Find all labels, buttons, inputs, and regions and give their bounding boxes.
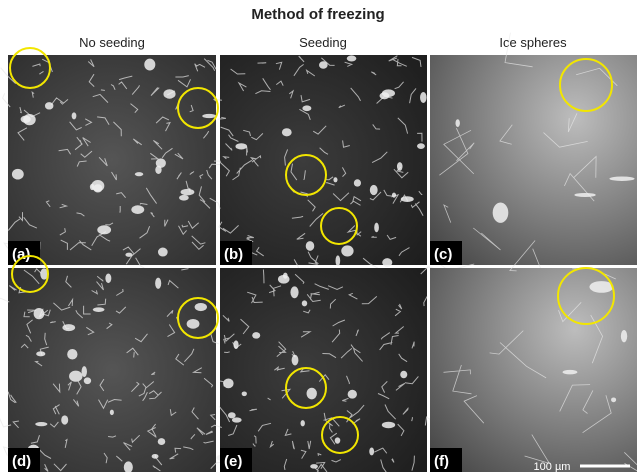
- bright-inclusion: [302, 105, 311, 111]
- bright-inclusion: [455, 119, 459, 127]
- bright-inclusion: [105, 273, 111, 283]
- bright-inclusion: [369, 447, 374, 455]
- bright-inclusion: [374, 223, 379, 233]
- micrograph-background: [8, 268, 216, 472]
- scale-bar-label: 100 µm: [534, 461, 571, 472]
- bright-inclusion: [382, 258, 392, 267]
- bright-inclusion: [228, 412, 236, 418]
- bright-inclusion: [611, 397, 616, 402]
- bright-inclusion: [382, 89, 395, 97]
- micrograph-background: [430, 55, 637, 265]
- bright-inclusion: [135, 172, 143, 176]
- bright-inclusion: [232, 417, 242, 422]
- panel-label: (d): [12, 453, 31, 470]
- bright-inclusion: [155, 278, 161, 289]
- bright-inclusion: [282, 128, 292, 136]
- panel-label: (c): [434, 246, 452, 263]
- bright-inclusion: [310, 464, 318, 469]
- bright-inclusion: [34, 308, 45, 319]
- bright-inclusion: [158, 248, 168, 257]
- bright-inclusion: [306, 241, 315, 251]
- bright-inclusion: [348, 390, 357, 399]
- bright-inclusion: [319, 61, 328, 69]
- column-header: Seeding: [299, 35, 347, 50]
- bright-inclusion: [158, 438, 166, 445]
- bright-inclusion: [202, 114, 216, 118]
- bright-inclusion: [72, 112, 77, 119]
- bright-inclusion: [156, 158, 166, 168]
- bright-inclusion: [242, 391, 247, 396]
- bright-inclusion: [62, 324, 75, 331]
- bright-inclusion: [301, 420, 305, 426]
- bright-inclusion: [12, 169, 24, 180]
- bright-inclusion: [181, 189, 195, 195]
- bright-inclusion: [235, 143, 247, 149]
- figure: Method of freezing No seeding Seeding Ic…: [0, 0, 637, 472]
- bright-inclusion: [290, 286, 298, 298]
- bright-inclusion: [278, 275, 290, 284]
- bright-inclusion: [401, 196, 414, 202]
- micrograph: (b): [209, 55, 427, 276]
- bright-inclusion: [336, 255, 341, 266]
- bright-inclusion: [621, 330, 627, 342]
- bright-inclusion: [563, 370, 578, 374]
- bright-inclusion: [252, 332, 260, 339]
- bright-inclusion: [195, 303, 207, 311]
- bright-inclusion: [397, 162, 403, 171]
- bright-inclusion: [493, 202, 509, 222]
- bright-inclusion: [36, 351, 45, 356]
- bright-inclusion: [163, 89, 175, 98]
- bright-inclusion: [302, 300, 307, 306]
- bright-inclusion: [67, 349, 77, 359]
- bright-inclusion: [370, 185, 378, 195]
- bright-inclusion: [179, 195, 189, 201]
- panel-label: (e): [224, 453, 242, 470]
- bright-inclusion: [125, 253, 132, 257]
- bright-inclusion: [347, 55, 357, 61]
- bright-inclusion: [97, 225, 111, 234]
- panel-label: (f): [434, 453, 449, 470]
- bright-inclusion: [574, 193, 595, 197]
- bright-inclusion: [420, 92, 427, 103]
- bright-inclusion: [292, 355, 299, 366]
- bright-inclusion: [187, 319, 200, 329]
- bright-inclusion: [61, 415, 68, 424]
- bright-inclusion: [69, 371, 82, 382]
- bright-inclusion: [84, 377, 91, 384]
- bright-inclusion: [90, 184, 95, 190]
- bright-inclusion: [35, 422, 47, 426]
- bright-inclusion: [392, 193, 396, 198]
- figure-title: Method of freezing: [251, 6, 384, 23]
- bright-inclusion: [609, 176, 634, 180]
- bright-inclusion: [333, 177, 337, 182]
- bright-inclusion: [307, 388, 317, 400]
- bright-inclusion: [417, 143, 425, 149]
- bright-inclusion: [354, 179, 361, 186]
- bright-inclusion: [400, 371, 407, 378]
- bright-inclusion: [341, 245, 353, 256]
- bright-inclusion: [131, 205, 144, 214]
- bright-inclusion: [21, 116, 31, 123]
- bright-inclusion: [45, 102, 53, 109]
- bright-inclusion: [144, 59, 155, 71]
- bright-inclusion: [152, 454, 159, 459]
- column-header: No seeding: [79, 35, 145, 50]
- bright-inclusion: [110, 410, 114, 415]
- bright-inclusion: [93, 307, 105, 312]
- micrograph-grid: (a) (b) (c) (d) (e) (f): [0, 33, 637, 472]
- panel-label: (a): [12, 246, 30, 263]
- bright-inclusion: [223, 378, 233, 388]
- bright-inclusion: [233, 340, 238, 349]
- panel-label: (b): [224, 246, 243, 263]
- bright-inclusion: [382, 422, 395, 428]
- bright-inclusion: [335, 437, 341, 443]
- micrograph: (c): [430, 33, 637, 297]
